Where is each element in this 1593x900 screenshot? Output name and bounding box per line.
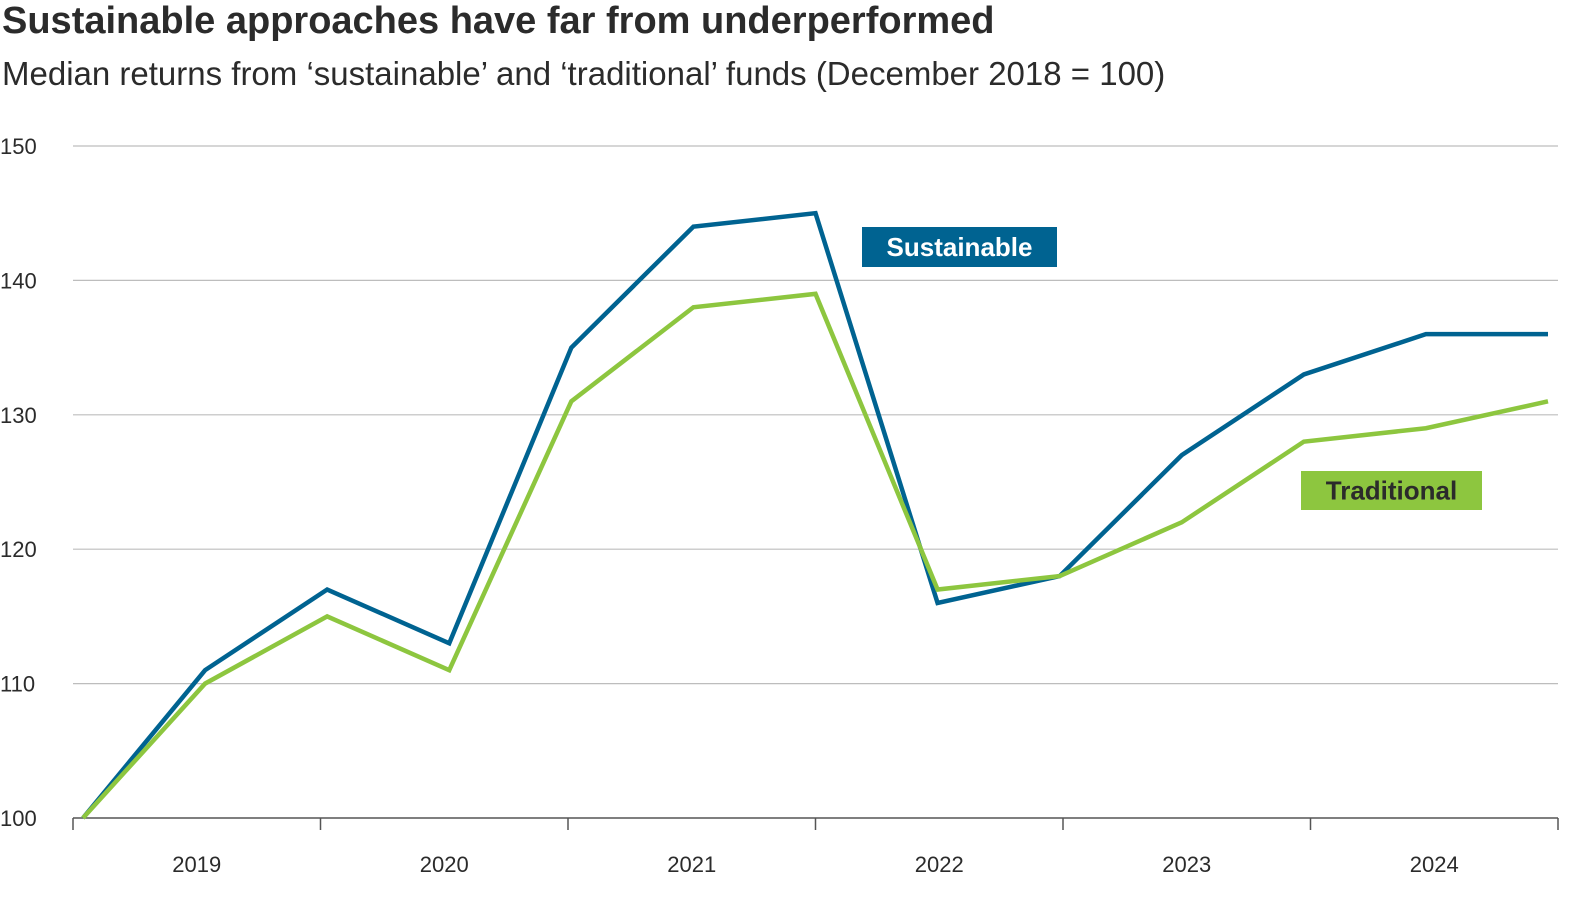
legend-box-traditional	[1301, 471, 1482, 510]
x-tick-label: 2021	[667, 852, 716, 877]
y-tick-label: 150	[0, 134, 37, 159]
y-tick-label: 130	[0, 403, 37, 428]
x-tick-label: 2020	[420, 852, 469, 877]
y-tick-label: 140	[0, 268, 37, 293]
x-tick-label: 2022	[915, 852, 964, 877]
y-tick-label: 110	[0, 672, 35, 697]
series-line-traditional	[81, 291, 1549, 820]
y-tick-label: 120	[0, 537, 37, 562]
x-tick-label: 2023	[1162, 852, 1211, 877]
y-tick-label: 100	[0, 806, 37, 831]
chart-title: Sustainable approaches have far from und…	[2, 0, 995, 42]
legend-label-traditional: Traditional	[1326, 476, 1457, 506]
x-tick-label: 2019	[172, 852, 221, 877]
x-tick-label: 2024	[1410, 852, 1459, 877]
chart-subtitle: Median returns from ‘sustainable’ and ‘t…	[2, 55, 1166, 92]
series-line-sustainable	[81, 210, 1548, 820]
legend-label-sustainable: Sustainable	[887, 232, 1033, 262]
legend-box-sustainable	[862, 227, 1057, 267]
